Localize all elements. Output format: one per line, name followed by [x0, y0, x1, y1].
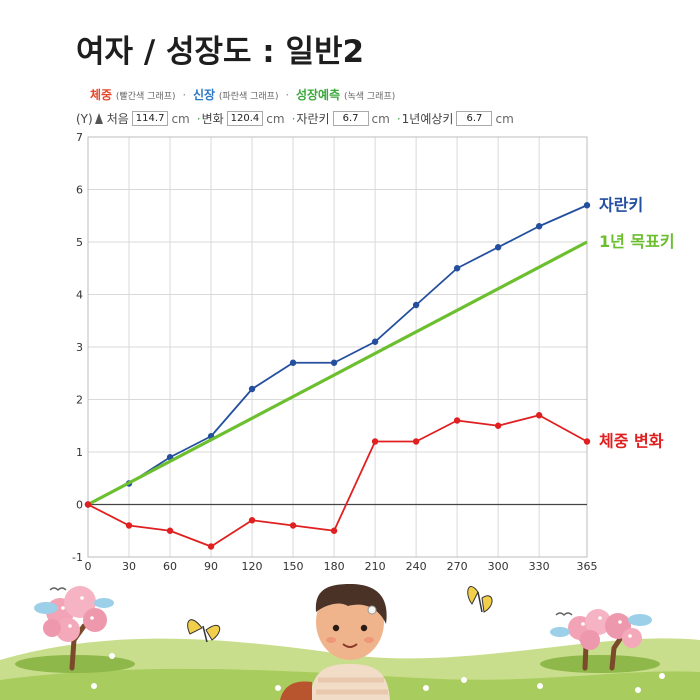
data-point-height	[412, 301, 420, 309]
data-point-height	[494, 244, 502, 251]
x-tick-label: 365	[577, 560, 598, 573]
change-label: 변화	[201, 112, 224, 126]
y-tick-label: -1	[72, 551, 83, 564]
y-tick-label: 6	[76, 184, 83, 197]
grown-height-value: 6.7	[332, 111, 369, 126]
data-point-weight	[248, 517, 256, 524]
butterfly-icon-left	[187, 619, 221, 643]
legend-forecast-label: 성장예측	[295, 88, 341, 102]
legend-height-note: (파란색 그래프)	[218, 92, 279, 102]
x-tick-label: 240	[406, 560, 427, 573]
y-tick-label: 1	[76, 446, 83, 459]
chart-series	[84, 202, 591, 550]
bullet-icon: ·	[196, 111, 201, 126]
data-point-height	[371, 338, 379, 345]
data-point-weight	[207, 543, 215, 550]
legend-weight-note: (빨간색 그래프)	[115, 92, 176, 102]
data-point-weight	[166, 527, 174, 534]
y-tick-label: 7	[76, 131, 83, 144]
legend-weight-label: 체중	[90, 88, 113, 102]
x-tick-label: 0	[85, 560, 92, 573]
grown-label: 자란키	[296, 112, 330, 126]
data-point-weight	[412, 438, 420, 445]
target-label: 1년예상키	[401, 112, 454, 126]
cherry-tree-icon-right	[568, 609, 642, 671]
cloud-icon-right	[550, 614, 652, 637]
data-point-weight	[583, 438, 591, 445]
series-label-forecast: 1년 목표키	[599, 232, 675, 251]
y-tick-label: 4	[76, 289, 83, 302]
data-point-weight	[494, 422, 502, 429]
data-point-weight	[371, 438, 379, 445]
data-point-weight	[289, 522, 297, 529]
x-tick-label: 60	[163, 560, 177, 573]
data-point-height	[583, 202, 591, 209]
child-avatar	[280, 584, 390, 700]
chart-legend: 체중 (빨간색 그래프) · 신장 (파란색 그래프) · 성장예측 (녹색 그…	[90, 86, 395, 103]
cherry-tree-icon-left	[43, 586, 107, 671]
x-tick-label: 180	[324, 560, 345, 573]
y-tick-label: 3	[76, 341, 83, 354]
butterfly-icon-right	[467, 586, 493, 613]
data-point-height	[289, 359, 297, 366]
x-tick-label: 300	[488, 560, 509, 573]
legend-forecast-note: (녹색 그래프)	[343, 92, 396, 102]
x-tick-label: 270	[447, 560, 468, 573]
arrow-up-icon	[94, 113, 103, 124]
changed-height-value: 120.4	[226, 111, 264, 126]
y-tick-label: 5	[76, 236, 83, 249]
data-point-weight	[125, 522, 133, 529]
y-tick-label: 2	[76, 394, 83, 407]
legend-height-label: 신장	[192, 88, 216, 102]
bullet-icon: ·	[291, 111, 296, 126]
x-tick-label: 330	[529, 560, 550, 573]
start-label: 처음	[106, 112, 129, 126]
data-point-weight	[453, 417, 461, 424]
y-axis-marker: (Y)	[76, 111, 93, 126]
target-height-value: 6.7	[456, 111, 493, 126]
data-point-weight	[330, 527, 338, 534]
hill-shadow-right	[540, 655, 660, 673]
x-tick-label: 120	[242, 560, 263, 573]
data-point-height	[248, 385, 256, 393]
x-tick-label: 30	[122, 560, 136, 573]
series-label-height: 자란키	[599, 195, 643, 214]
unit-label: cm	[371, 111, 390, 126]
series-label-weight: 체중 변화	[599, 432, 664, 451]
x-tick-label: 150	[283, 560, 304, 573]
unit-label: cm	[171, 111, 190, 126]
legend-separator: ·	[285, 88, 290, 102]
flower-icon	[91, 653, 665, 693]
data-point-height	[330, 359, 338, 366]
cloud-icon-left	[34, 598, 114, 614]
data-point-height	[535, 223, 543, 230]
chart-axes: 0 30 60 90 120 150 180 210 240 270 300 330 365-10123…	[72, 131, 597, 573]
page-title: 여자 / 성장도 : 일반2	[76, 34, 365, 70]
bullet-icon: ·	[396, 111, 401, 126]
legend-separator: ·	[182, 88, 187, 102]
data-point-height	[453, 265, 461, 272]
unit-label: cm	[495, 111, 514, 126]
data-point-weight	[84, 501, 92, 508]
x-tick-label: 90	[204, 560, 218, 573]
hill-shadow-left	[15, 655, 135, 673]
plot-frame	[87, 136, 588, 558]
data-point-weight	[535, 412, 543, 419]
measurement-info-row: (Y) 처음 114.7 cm · 변화 120.4 cm · 자란키 6.7 …	[76, 110, 519, 127]
unit-label: cm	[266, 111, 285, 126]
x-tick-label: 210	[365, 560, 386, 573]
series-line-forecast	[87, 240, 588, 506]
bird-icon	[49, 587, 67, 591]
y-tick-label: 0	[76, 499, 83, 512]
bird-icon	[555, 612, 573, 616]
start-height-value: 114.7	[131, 111, 169, 126]
